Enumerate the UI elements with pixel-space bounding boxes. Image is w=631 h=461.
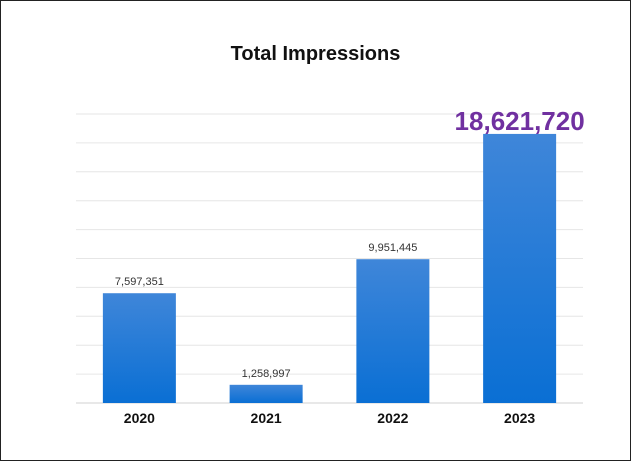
chart-title: Total Impressions	[230, 43, 401, 65]
bar-2021	[229, 384, 303, 403]
bars	[102, 133, 557, 404]
bar-2020	[102, 293, 176, 403]
bar-2022	[356, 259, 430, 403]
value-label-2022: 9,951,445	[368, 242, 417, 254]
bar-2023	[483, 133, 557, 404]
category-label-2020: 2020	[124, 410, 155, 426]
value-label-2020: 7,597,351	[115, 276, 164, 288]
value-label-2023: 18,621,720	[455, 106, 585, 136]
category-label-2023: 2023	[504, 410, 535, 426]
value-label-2021: 1,258,997	[242, 368, 291, 380]
value-labels: 7,597,351 1,258,997 9,951,445 18,621,720	[115, 106, 585, 380]
category-labels: 2020 2021 2022 2023	[124, 410, 536, 426]
category-label-2022: 2022	[377, 410, 408, 426]
category-label-2021: 2021	[251, 410, 282, 426]
